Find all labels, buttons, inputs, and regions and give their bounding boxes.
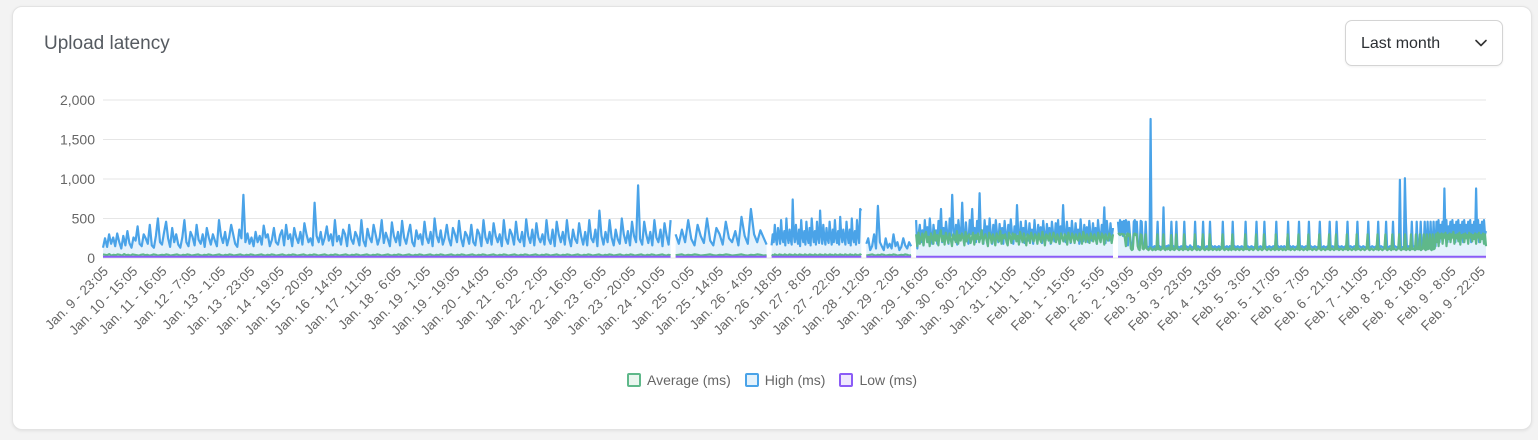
legend-swatch-low [839,373,854,387]
legend-item-low[interactable]: Low (ms) [839,372,917,388]
high-area-fill [675,209,767,258]
average-series-line [915,229,1115,248]
average-series-line [866,253,912,257]
high-series-line [865,204,913,252]
y-tick-label: 1,500 [60,132,95,148]
average-series-line [1117,230,1488,252]
time-range-select[interactable]: Last month [1345,20,1503,66]
average-series-line [675,253,767,257]
high-area-fill [866,205,912,258]
y-tick-label: 500 [72,211,96,227]
high-series-line [674,207,768,247]
y-tick-label: 1,000 [60,171,95,187]
upload-latency-card: Upload latency Last month 0 500 1,000 1,500… [12,6,1532,430]
y-tick-label: 2,000 [60,92,95,108]
chart-legend: Average (ms) High (ms) Low (ms) [13,372,1531,388]
y-axis: 0 500 1,000 1,500 2,000 [60,92,95,266]
legend-swatch-high [744,373,759,387]
series-layer [101,117,1488,258]
average-series-line [771,253,862,257]
card-title: Upload latency [44,33,170,54]
legend-swatch-average [626,373,641,387]
chevron-down-icon [1474,36,1488,55]
time-range-value: Last month [1361,35,1441,52]
legend-label-low: Low (ms) [859,372,917,388]
high-series-line [101,184,672,250]
average-series-line [102,253,671,257]
high-series-line [770,198,863,248]
legend-label-average: Average (ms) [646,372,731,388]
legend-item-average[interactable]: Average (ms) [626,372,731,388]
legend-label-high: High (ms) [764,372,826,388]
y-tick-label: 0 [87,250,95,266]
high-series-line [1116,117,1488,250]
legend-item-high[interactable]: High (ms) [744,372,826,388]
